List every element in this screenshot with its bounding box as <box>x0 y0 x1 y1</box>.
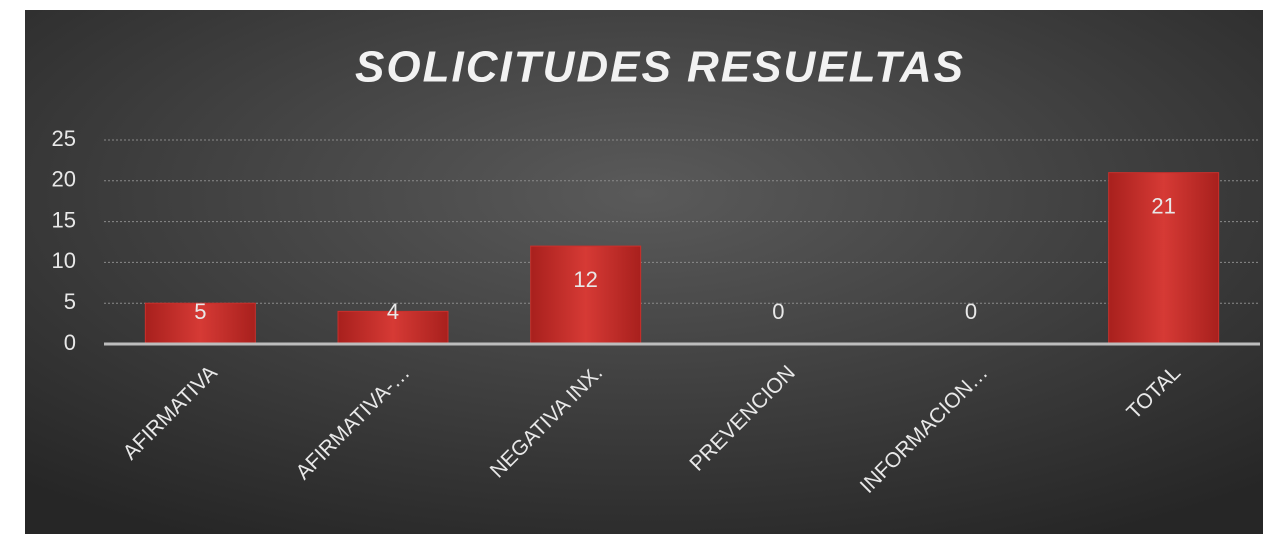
data-label: 21 <box>1151 193 1175 218</box>
chart-background <box>25 10 1263 534</box>
data-label: 12 <box>573 267 597 292</box>
y-tick-label: 20 <box>52 167 76 192</box>
data-label: 0 <box>965 299 977 324</box>
bar <box>337 310 449 345</box>
chart-title: SOLICITUDES RESUELTAS <box>355 43 965 92</box>
bar <box>1108 172 1220 345</box>
data-label: 4 <box>387 299 399 324</box>
y-tick-label: 10 <box>52 248 76 273</box>
y-tick-label: 0 <box>64 330 76 355</box>
y-tick-label: 25 <box>52 126 76 151</box>
data-label: 0 <box>772 299 784 324</box>
y-tick-label: 5 <box>64 289 76 314</box>
bar <box>530 245 642 345</box>
y-tick-label: 15 <box>52 207 76 232</box>
data-label: 5 <box>194 299 206 324</box>
